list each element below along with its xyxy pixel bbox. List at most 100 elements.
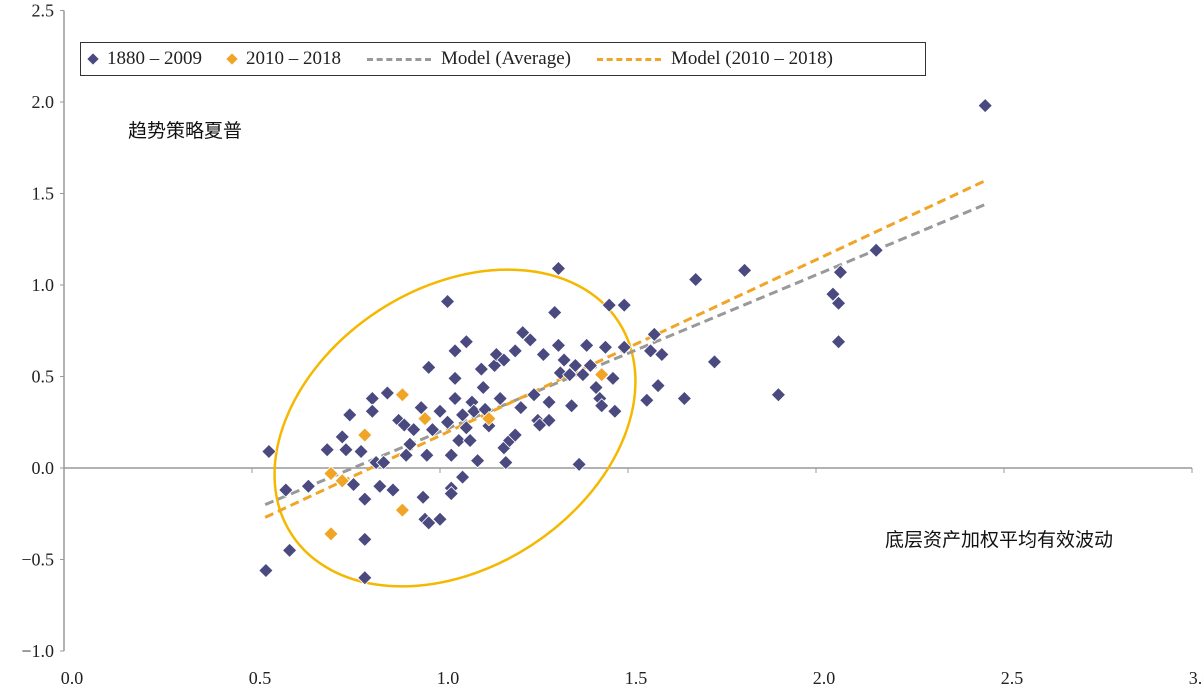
data-point — [394, 502, 411, 518]
data-point — [547, 304, 563, 321]
data-point — [379, 385, 395, 401]
data-point — [550, 260, 567, 277]
data-point — [579, 337, 595, 354]
data-point — [676, 390, 693, 407]
data-point — [639, 392, 655, 408]
data-point — [830, 334, 847, 350]
data-point — [447, 390, 463, 407]
x-tick-label: 1.0 — [437, 668, 460, 688]
data-point — [567, 357, 583, 374]
data-point — [616, 297, 632, 313]
data-point — [650, 378, 666, 394]
data-point — [541, 412, 557, 429]
data-point — [458, 420, 474, 436]
data-point — [357, 531, 373, 548]
y-tick-label: −1.0 — [21, 641, 54, 661]
data-point — [473, 361, 489, 377]
data-point — [597, 339, 614, 355]
data-point — [357, 491, 373, 507]
data-point — [535, 346, 552, 363]
data-point — [439, 293, 456, 310]
y-tick-label: −0.5 — [21, 550, 54, 570]
data-point — [868, 242, 884, 258]
data-point — [406, 421, 422, 438]
data-point — [832, 264, 849, 280]
data-point — [616, 339, 632, 355]
data-point — [475, 379, 491, 396]
data-point — [281, 542, 298, 558]
data-point — [432, 511, 448, 527]
data-point — [496, 352, 512, 368]
data-point — [977, 98, 993, 114]
data-point — [261, 443, 277, 460]
data-point — [419, 447, 435, 463]
y-tick-label: 0.0 — [32, 458, 55, 478]
data-point — [319, 442, 335, 458]
y-tick-label: 0.5 — [32, 367, 55, 387]
data-point — [469, 453, 486, 469]
data-point — [654, 346, 670, 363]
y-tick-label: 2.0 — [32, 92, 55, 112]
data-point — [588, 379, 604, 396]
data-point — [688, 271, 704, 288]
data-point — [522, 332, 538, 348]
data-point — [562, 367, 578, 383]
data-point — [278, 482, 294, 498]
data-point — [601, 297, 617, 313]
data-point — [515, 324, 531, 341]
data-point — [447, 343, 463, 359]
x-tick-label: 2.5 — [1001, 668, 1024, 688]
data-point — [466, 403, 482, 419]
data-point — [575, 367, 591, 383]
data-point — [556, 352, 572, 368]
data-point — [481, 410, 497, 427]
highlight-ellipse — [273, 268, 637, 588]
data-point — [607, 403, 623, 419]
data-point — [421, 359, 437, 375]
dashed-line-icon — [367, 57, 431, 61]
data-point — [342, 407, 358, 423]
data-point — [550, 337, 567, 354]
data-point — [486, 357, 503, 374]
dashed-line-icon — [596, 57, 661, 61]
x-tick-label: 0.5 — [249, 668, 272, 688]
data-point — [353, 443, 369, 460]
legend-item-model-2010-2018: Model (2010 – 2018) — [596, 48, 833, 70]
data-point — [394, 387, 411, 403]
data-point — [582, 357, 599, 374]
data-point — [323, 526, 339, 542]
data-point — [375, 454, 392, 471]
data-point — [541, 394, 557, 410]
data-point — [770, 387, 787, 403]
x-tick-label: 3.0 — [1189, 668, 1203, 688]
diamond-marker-icon — [226, 53, 238, 65]
legend-item-2010-2018: 2010 – 2018 — [226, 48, 341, 70]
data-point — [498, 454, 514, 471]
data-point — [402, 436, 418, 452]
diamond-marker-icon — [87, 53, 99, 65]
x-annotation: 底层资产加权平均有效波动 — [885, 529, 1114, 551]
data-point — [458, 334, 474, 350]
legend-item-1880-2009: 1880 – 2009 — [87, 48, 202, 70]
data-point — [443, 447, 459, 463]
data-point — [830, 295, 847, 311]
data-point — [526, 387, 542, 403]
data-point — [345, 476, 362, 493]
data-point — [415, 489, 431, 505]
legend-item-model-average: Model (Average) — [367, 48, 571, 70]
data-point — [492, 390, 508, 407]
data-point — [462, 432, 478, 449]
x-tick-label: 0.0 — [61, 668, 84, 688]
data-point — [357, 570, 373, 586]
data-point — [825, 286, 841, 302]
data-point — [364, 390, 380, 407]
data-point — [454, 469, 471, 485]
data-point — [642, 343, 659, 359]
data-point — [507, 343, 523, 359]
x-tick-label: 2.0 — [813, 668, 836, 688]
data-point — [594, 398, 610, 414]
data-point — [421, 515, 437, 531]
data-point — [300, 478, 317, 494]
data-point — [451, 432, 467, 449]
data-point — [563, 398, 580, 414]
